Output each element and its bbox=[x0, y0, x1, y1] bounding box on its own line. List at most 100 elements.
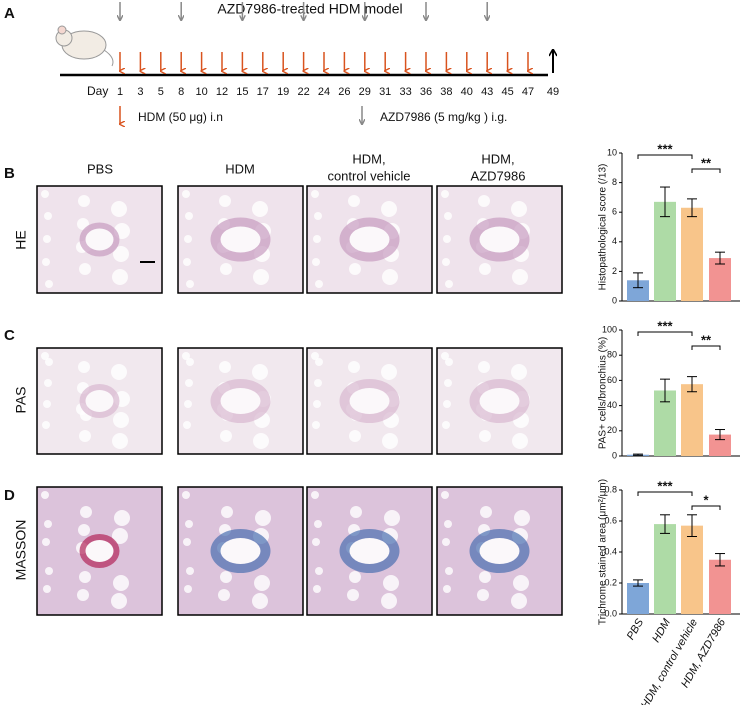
y-tick-label: 8 bbox=[612, 177, 617, 187]
alveolus bbox=[41, 352, 49, 360]
airway-lumen bbox=[349, 388, 390, 414]
micrograph-frame bbox=[177, 347, 304, 455]
alveolus bbox=[79, 263, 91, 275]
column-header: AZD7986 bbox=[471, 168, 526, 183]
day-tick-label: 26 bbox=[338, 86, 350, 98]
alveolus bbox=[44, 379, 52, 387]
alveolus bbox=[315, 567, 323, 575]
alveolus bbox=[80, 506, 92, 518]
alveolus bbox=[314, 379, 322, 387]
x-tick-label: HDM, control vehicle bbox=[639, 617, 700, 705]
y-tick-label: 4 bbox=[612, 236, 617, 246]
alveolus bbox=[348, 195, 360, 207]
alveolus bbox=[442, 538, 450, 546]
alveolus bbox=[45, 358, 53, 366]
panel-label: D bbox=[4, 487, 15, 504]
significance-label: *** bbox=[657, 318, 673, 333]
alveolus bbox=[511, 201, 527, 217]
significance-bracket bbox=[691, 345, 721, 350]
column-header: PBS bbox=[87, 161, 113, 176]
alveolus bbox=[185, 212, 193, 220]
day-tick-label: 12 bbox=[216, 86, 228, 98]
alveolus bbox=[255, 510, 271, 526]
x-tick-label: PBS bbox=[625, 616, 647, 642]
micrograph bbox=[36, 347, 163, 455]
alveolus bbox=[112, 269, 128, 285]
alveolus bbox=[445, 358, 453, 366]
micrograph bbox=[36, 185, 163, 294]
day-tick-label: 10 bbox=[195, 86, 207, 98]
panel-label: C bbox=[4, 327, 15, 344]
bar bbox=[709, 434, 731, 456]
alveolus bbox=[113, 246, 129, 262]
significance-bracket bbox=[637, 491, 693, 496]
micrograph bbox=[177, 486, 304, 616]
row-label: PAS bbox=[13, 387, 29, 414]
day-tick-label: 15 bbox=[236, 86, 248, 98]
y-axis-label: PAS+ cells/bronchius (%) bbox=[598, 337, 609, 449]
alveolus bbox=[218, 589, 230, 601]
alveolus bbox=[312, 538, 320, 546]
alveolus bbox=[479, 263, 491, 275]
micrograph bbox=[306, 347, 433, 455]
y-axis-label: Trichrome stained area (μm²/μm) bbox=[598, 479, 609, 625]
alveolus bbox=[182, 190, 190, 198]
alveolus bbox=[443, 235, 451, 243]
alveolus bbox=[349, 263, 361, 275]
alveolus bbox=[444, 212, 452, 220]
y-tick-label: 0 bbox=[612, 450, 617, 460]
significance-bracket bbox=[691, 505, 721, 510]
day-tick-label: 36 bbox=[420, 86, 432, 98]
day-tick-label: 3 bbox=[137, 86, 143, 98]
alveolus bbox=[444, 520, 452, 528]
alveolus bbox=[113, 412, 129, 428]
x-label-group: PBS bbox=[625, 616, 647, 642]
y-tick-label: 40 bbox=[607, 400, 617, 410]
y-tick-label: 0.0 bbox=[604, 608, 617, 618]
alveolus bbox=[511, 593, 527, 609]
y-tick-label: 80 bbox=[607, 350, 617, 360]
alveolus bbox=[443, 400, 451, 408]
day-tick-label: 38 bbox=[440, 86, 452, 98]
alveolus bbox=[77, 589, 89, 601]
y-axis-label: Histopathological score (/13) bbox=[598, 164, 609, 291]
alveolus bbox=[78, 524, 90, 536]
significance-bracket bbox=[691, 168, 721, 173]
alveolus bbox=[315, 280, 323, 288]
column-header: HDM bbox=[225, 161, 255, 176]
alveolus bbox=[384, 510, 400, 526]
bar bbox=[681, 525, 703, 614]
alveolus bbox=[441, 352, 449, 360]
airway-lumen bbox=[479, 538, 520, 564]
airway-lumen bbox=[85, 390, 114, 412]
alveolus bbox=[43, 235, 51, 243]
alveolus bbox=[45, 567, 53, 575]
alveolus bbox=[478, 361, 490, 373]
alveolus bbox=[79, 571, 91, 583]
alveolus bbox=[182, 352, 190, 360]
legend-text: AZD7986 (5 mg/kg ) i.g. bbox=[380, 110, 507, 124]
micrograph bbox=[177, 185, 304, 294]
alveolus bbox=[314, 212, 322, 220]
day-tick-label: 29 bbox=[359, 86, 371, 98]
airway-lumen bbox=[349, 538, 390, 564]
alveolus bbox=[312, 258, 320, 266]
alveolus bbox=[252, 201, 268, 217]
alveolus bbox=[111, 201, 127, 217]
mouse-icon bbox=[55, 25, 114, 67]
alveolus bbox=[220, 263, 232, 275]
bar bbox=[681, 207, 703, 301]
day-tick-label: 33 bbox=[399, 86, 411, 98]
bar bbox=[709, 559, 731, 614]
alveolus bbox=[219, 195, 231, 207]
y-label-group: PAS+ cells/bronchius (%) bbox=[598, 337, 609, 449]
alveolus bbox=[221, 506, 233, 518]
alveolus bbox=[381, 593, 397, 609]
x-tick-label: HDM bbox=[650, 616, 673, 644]
micrograph bbox=[306, 486, 433, 616]
alveolus bbox=[42, 258, 50, 266]
alveolus bbox=[383, 575, 399, 591]
alveolus bbox=[220, 571, 232, 583]
alveolus bbox=[182, 491, 190, 499]
alveolus bbox=[45, 280, 53, 288]
